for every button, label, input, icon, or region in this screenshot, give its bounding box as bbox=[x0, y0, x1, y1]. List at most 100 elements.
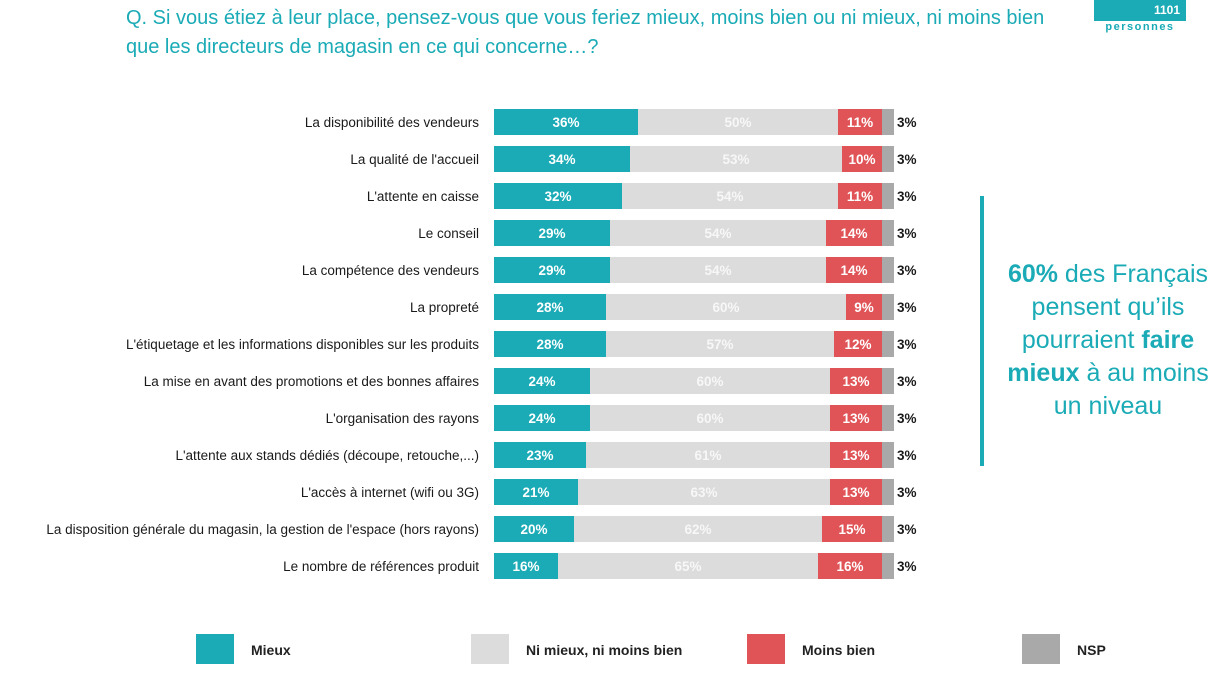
bar-segment-mieux bbox=[494, 368, 590, 394]
category-label: La disposition générale du magasin, la g… bbox=[46, 522, 479, 537]
callout-divider bbox=[980, 196, 984, 466]
bar-segment-mieux bbox=[494, 442, 586, 468]
data-label-neutre: 50% bbox=[724, 115, 751, 130]
data-label-nsp: 3% bbox=[897, 559, 917, 574]
legend-label-moins: Moins bien bbox=[802, 642, 876, 658]
data-label-nsp: 3% bbox=[897, 337, 917, 352]
sample-size-box: 1101 bbox=[1094, 0, 1186, 21]
bar-segment-moins bbox=[818, 553, 882, 579]
bar-segment-moins bbox=[846, 294, 882, 320]
data-label-moins: 14% bbox=[840, 226, 867, 241]
data-label-mieux: 29% bbox=[538, 263, 565, 278]
data-label-nsp: 3% bbox=[897, 226, 917, 241]
sample-size-number: 1101 bbox=[1153, 3, 1180, 17]
bar-segment-neutre bbox=[638, 109, 838, 135]
data-label-mieux: 36% bbox=[552, 115, 579, 130]
category-label: L'organisation des rayons bbox=[326, 411, 480, 426]
category-label: La compétence des vendeurs bbox=[302, 263, 479, 278]
data-label-mieux: 34% bbox=[548, 152, 575, 167]
data-label-nsp: 3% bbox=[897, 522, 917, 537]
bar-segment-moins bbox=[838, 109, 882, 135]
category-label: L'attente aux stands dédiés (découpe, re… bbox=[175, 448, 479, 463]
data-label-moins: 14% bbox=[840, 263, 867, 278]
data-label-neutre: 61% bbox=[694, 448, 721, 463]
bar-segment-neutre bbox=[610, 220, 826, 246]
category-label: La propreté bbox=[410, 300, 479, 315]
data-label-mieux: 24% bbox=[528, 374, 555, 389]
category-label: L'accès à internet (wifi ou 3G) bbox=[301, 485, 479, 500]
legend-swatch-nsp bbox=[1022, 634, 1060, 664]
data-label-moins: 11% bbox=[847, 189, 873, 204]
data-label-nsp: 3% bbox=[897, 115, 917, 130]
data-label-moins: 15% bbox=[838, 522, 865, 537]
bar-segment-mieux bbox=[494, 183, 622, 209]
data-label-moins: 13% bbox=[842, 374, 869, 389]
data-label-neutre: 57% bbox=[706, 337, 733, 352]
bar-segment-nsp bbox=[882, 368, 894, 394]
data-label-neutre: 53% bbox=[722, 152, 749, 167]
bar-segment-moins bbox=[826, 220, 882, 246]
category-label: L'attente en caisse bbox=[367, 189, 479, 204]
bar-segment-nsp bbox=[882, 553, 894, 579]
legend-label-mieux: Mieux bbox=[251, 642, 291, 658]
callout-text-part2: à au moins un niveau bbox=[1053, 359, 1209, 420]
data-label-nsp: 3% bbox=[897, 374, 917, 389]
data-label-moins: 11% bbox=[847, 115, 873, 130]
bar-segment-nsp bbox=[882, 220, 894, 246]
question-title: Q. Si vous étiez à leur place, pensez-vo… bbox=[126, 7, 1045, 58]
data-label-nsp: 3% bbox=[897, 448, 917, 463]
category-label: La disponibilité des vendeurs bbox=[305, 115, 479, 130]
legend-swatch-neutre bbox=[471, 634, 509, 664]
data-label-mieux: 23% bbox=[526, 448, 553, 463]
bar-segment-mieux bbox=[494, 331, 606, 357]
bar-segment-mieux bbox=[494, 146, 630, 172]
bar-segment-moins bbox=[822, 516, 882, 542]
bar-segment-moins bbox=[834, 331, 882, 357]
callout-bold-text: faire mieux bbox=[1007, 326, 1195, 387]
data-label-nsp: 3% bbox=[897, 300, 917, 315]
sample-size-badge: 1101 personnes bbox=[1094, 0, 1186, 34]
data-label-neutre: 54% bbox=[716, 189, 743, 204]
bar-segment-mieux bbox=[494, 516, 574, 542]
bar-segment-neutre bbox=[622, 183, 838, 209]
data-label-mieux: 28% bbox=[536, 337, 563, 352]
data-label-moins: 13% bbox=[842, 485, 869, 500]
data-label-moins: 13% bbox=[842, 411, 869, 426]
data-label-mieux: 32% bbox=[544, 189, 571, 204]
data-label-nsp: 3% bbox=[897, 485, 917, 500]
bar-segment-mieux bbox=[494, 553, 558, 579]
bar-segment-neutre bbox=[610, 257, 826, 283]
legend-label-neutre: Ni mieux, ni moins bien bbox=[526, 642, 683, 658]
category-label: La qualité de l'accueil bbox=[350, 152, 479, 167]
data-label-moins: 13% bbox=[842, 448, 869, 463]
bar-segment-nsp bbox=[882, 405, 894, 431]
bar-segment-mieux bbox=[494, 479, 578, 505]
bar-segment-nsp bbox=[882, 146, 894, 172]
data-label-neutre: 65% bbox=[674, 559, 701, 574]
legend-swatch-moins bbox=[747, 634, 785, 664]
data-label-neutre: 54% bbox=[704, 263, 731, 278]
data-label-mieux: 21% bbox=[522, 485, 549, 500]
bar-segment-neutre bbox=[590, 405, 830, 431]
bar-segment-neutre bbox=[590, 368, 830, 394]
callout-text-part1: des Français pensent qu’ils pourraient bbox=[1021, 260, 1209, 354]
legend-label-nsp: NSP bbox=[1077, 642, 1106, 658]
data-label-neutre: 54% bbox=[704, 226, 731, 241]
data-label-mieux: 24% bbox=[528, 411, 555, 426]
bar-segment-neutre bbox=[606, 331, 834, 357]
data-label-moins: 12% bbox=[844, 337, 871, 352]
bar-segment-neutre bbox=[578, 479, 830, 505]
data-label-moins: 10% bbox=[848, 152, 875, 167]
bar-segment-mieux bbox=[494, 294, 606, 320]
bar-segment-nsp bbox=[882, 442, 894, 468]
category-label: Le conseil bbox=[418, 226, 479, 241]
data-label-neutre: 60% bbox=[696, 411, 723, 426]
data-label-moins: 16% bbox=[836, 559, 863, 574]
data-label-mieux: 28% bbox=[536, 300, 563, 315]
bar-segment-nsp bbox=[882, 183, 894, 209]
data-label-mieux: 16% bbox=[512, 559, 539, 574]
stacked-bar-chart: La disponibilité des vendeurs 36% 50% 11% 3%… bbox=[46, 109, 917, 579]
bar-segment-neutre bbox=[586, 442, 830, 468]
data-label-neutre: 63% bbox=[690, 485, 717, 500]
category-label: Le nombre de références produit bbox=[283, 559, 479, 574]
